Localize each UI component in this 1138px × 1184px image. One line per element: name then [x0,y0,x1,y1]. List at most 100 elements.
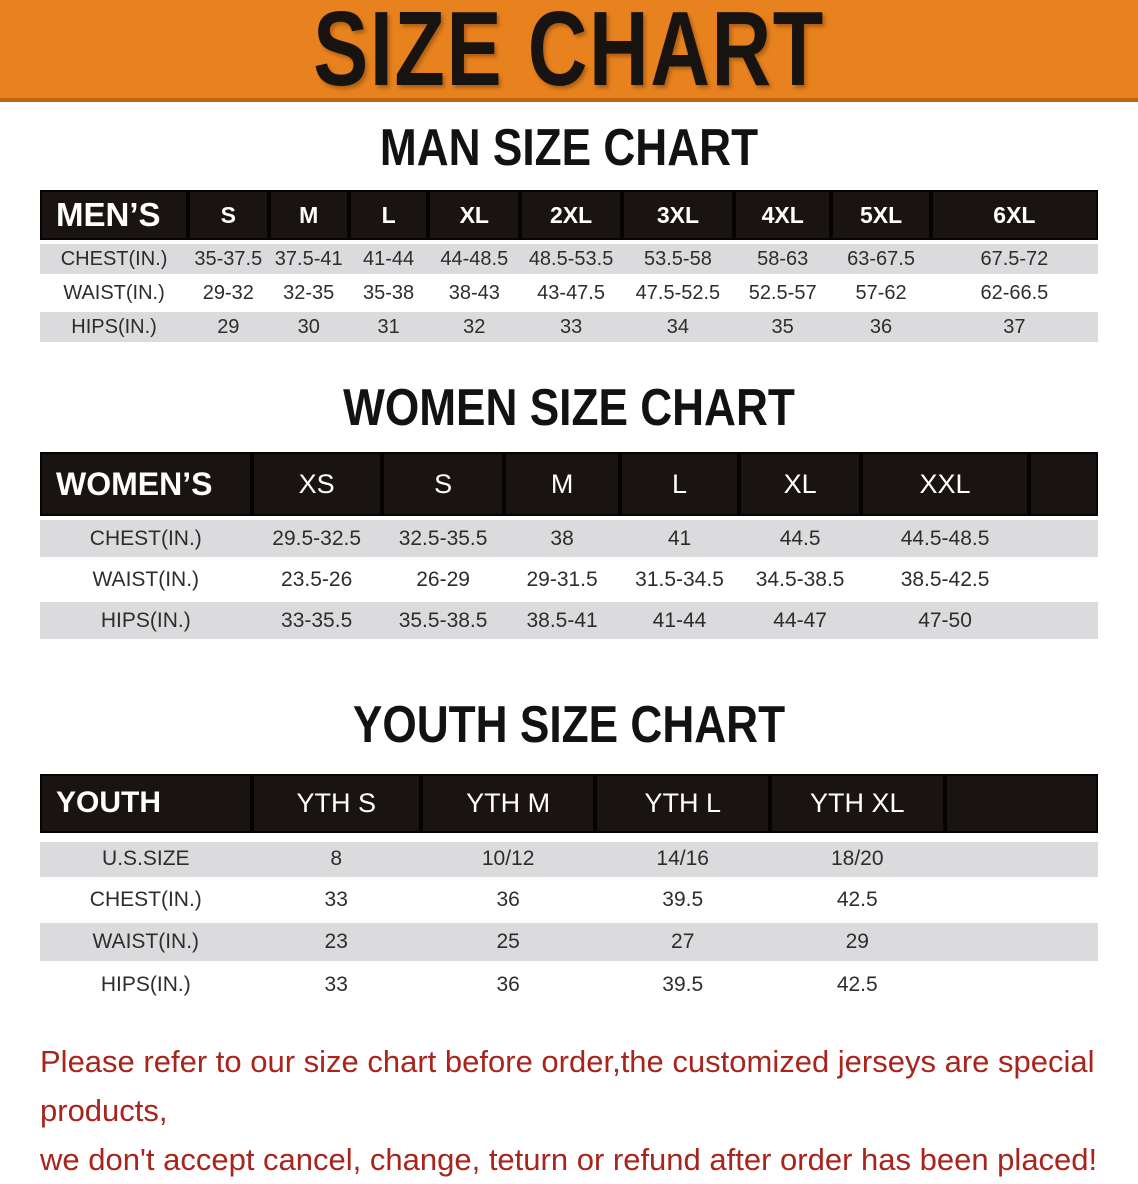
table-header-row: YOUTH YTH S YTH M YTH L YTH XL [40,774,1098,837]
table-cell: 33 [520,308,622,346]
measurement-row: WAIST(IN.) 29-32 32-35 35-38 38-43 43-47… [40,276,1098,310]
table-cell: 44.5-48.5 [860,516,1030,561]
row-label: WAIST(IN.) [40,276,189,310]
table-cell: 63-67.5 [831,240,931,278]
table-cell: 53.5-58 [621,240,734,278]
table-cell: 35.5-38.5 [381,598,505,643]
table-cell: 29-32 [188,276,269,310]
table-cell: 47.5-52.5 [621,276,734,310]
header-filler [1029,452,1098,518]
measurement-row: HIPS(IN.) 29 30 31 32 33 34 35 36 37 [40,308,1098,346]
row-label: WAIST(IN.) [40,919,252,965]
table-cell: 36 [831,308,931,346]
table-cell: 58-63 [734,240,832,278]
table-cell: 35-37.5 [188,240,269,278]
row-label: CHEST(IN.) [40,240,189,278]
table-cell [1029,598,1098,643]
corner-label: WOMEN’S [40,452,252,518]
table-cell: 38-43 [428,276,521,310]
table-cell: 32-35 [268,276,349,310]
corner-label: YOUTH [40,774,252,837]
table-cell: 8 [251,832,421,881]
men-size-table: MEN’S S M L XL 2XL 3XL 4XL 5XL 6XL CHEST… [40,190,1098,346]
measurement-row: WAIST(IN.) 23 25 27 29 [40,919,1098,965]
table-cell: 44-48.5 [428,240,521,278]
row-label: HIPS(IN.) [40,308,189,346]
man-size-chart-heading: MAN SIZE CHART [379,119,759,177]
measurement-row: WAIST(IN.) 23.5-26 26-29 29-31.5 31.5-34… [40,559,1098,600]
size-column-header: S [381,452,505,518]
size-column-header: M [268,190,349,242]
youth-size-table: YOUTH YTH S YTH M YTH L YTH XL U.S.SIZE … [40,774,1098,1005]
size-column-header: YTH M [420,774,596,837]
size-column-header: S [188,190,269,242]
women-size-chart-heading: WOMEN SIZE CHART [343,379,795,437]
table-cell: 52.5-57 [734,276,832,310]
table-cell: 57-62 [831,276,931,310]
table-cell: 37.5-41 [268,240,349,278]
table-cell: 42.5 [769,963,945,1005]
size-column-header: YTH L [595,774,770,837]
table-cell: 36 [420,879,596,921]
row-label: U.S.SIZE [40,832,252,881]
table-cell: 31.5-34.5 [619,559,740,600]
table-cell: 38.5-42.5 [860,559,1030,600]
table-cell: 29 [188,308,269,346]
table-cell: 41-44 [619,598,740,643]
disclaimer-line: we don't accept cancel, change, teturn o… [40,1142,1098,1177]
table-cell: 27 [595,919,770,965]
table-cell: 36 [420,963,596,1005]
size-column-header: 6XL [930,190,1098,242]
table-cell: 29 [769,919,945,965]
table-cell: 47-50 [860,598,1030,643]
table-cell: 32.5-35.5 [381,516,505,561]
size-column-header: XL [739,452,861,518]
table-cell: 33-35.5 [251,598,382,643]
table-header-row: MEN’S S M L XL 2XL 3XL 4XL 5XL 6XL [40,190,1098,242]
size-column-header: 2XL [520,190,622,242]
table-cell: 34.5-38.5 [739,559,861,600]
table-cell [1029,516,1098,561]
table-cell: 38 [504,516,620,561]
banner: SIZE CHART [0,0,1138,102]
table-cell: 32 [428,308,521,346]
table-cell [944,879,1098,921]
table-cell: 35-38 [348,276,429,310]
table-cell: 44.5 [739,516,861,561]
table-cell: 39.5 [595,963,770,1005]
size-column-header: XL [428,190,521,242]
youth-size-chart-heading: YOUTH SIZE CHART [352,696,786,754]
measurement-row: HIPS(IN.) 33-35.5 35.5-38.5 38.5-41 41-4… [40,598,1098,643]
size-column-header: L [619,452,740,518]
size-column-header: 3XL [621,190,734,242]
table-cell: 23.5-26 [251,559,382,600]
table-cell: 62-66.5 [930,276,1098,310]
table-cell: 39.5 [595,879,770,921]
disclaimer-line: Please refer to our size chart before or… [40,1044,1095,1128]
size-column-header: 5XL [831,190,931,242]
measurement-row: CHEST(IN.) 35-37.5 37.5-41 41-44 44-48.5… [40,240,1098,278]
size-column-header: M [504,452,620,518]
table-cell: 29-31.5 [504,559,620,600]
table-cell: 41-44 [348,240,429,278]
row-label: CHEST(IN.) [40,879,252,921]
size-column-header: YTH XL [769,774,945,837]
table-cell: 31 [348,308,429,346]
table-cell: 41 [619,516,740,561]
table-cell: 25 [420,919,596,965]
row-label: CHEST(IN.) [40,516,252,561]
table-cell: 29.5-32.5 [251,516,382,561]
table-cell [1029,559,1098,600]
table-cell: 18/20 [769,832,945,881]
header-filler [944,774,1098,837]
table-header-row: WOMEN’S XS S M L XL XXL [40,452,1098,518]
table-cell: 10/12 [420,832,596,881]
size-column-header: L [348,190,429,242]
table-cell: 42.5 [769,879,945,921]
row-label: WAIST(IN.) [40,559,252,600]
table-cell: 33 [251,879,421,921]
table-cell: 26-29 [381,559,505,600]
measurement-row: HIPS(IN.) 33 36 39.5 42.5 [40,963,1098,1005]
disclaimer: Please refer to our size chart before or… [40,1037,1138,1184]
women-size-table: WOMEN’S XS S M L XL XXL CHEST(IN.) 29.5-… [40,452,1098,643]
